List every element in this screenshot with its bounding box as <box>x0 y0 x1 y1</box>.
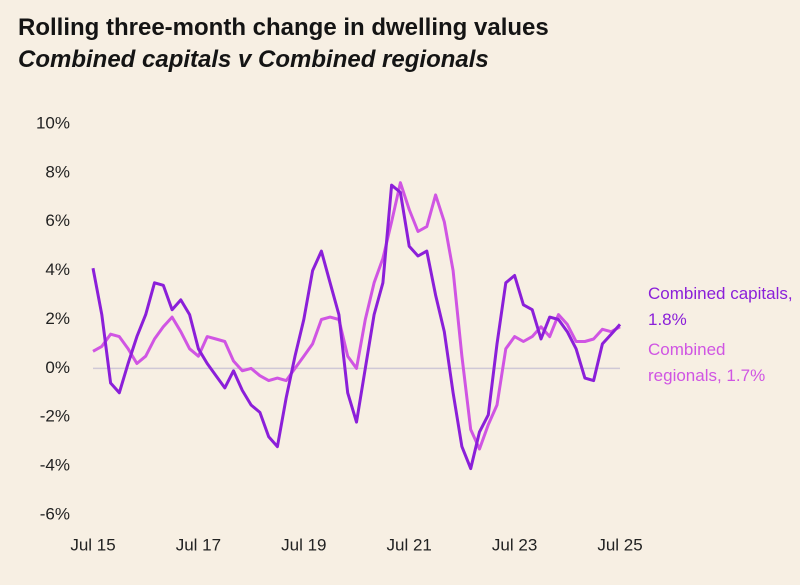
y-tick-label: 10% <box>36 113 70 132</box>
x-tick-label: Jul 15 <box>70 535 115 554</box>
y-tick-label: 4% <box>45 260 70 279</box>
y-tick-label: -2% <box>40 407 70 426</box>
series-line <box>91 183 622 471</box>
y-tick-label: 2% <box>45 309 70 328</box>
x-tick-label: Jul 17 <box>176 535 221 554</box>
legend-label: Combined capitals, 1.8% <box>648 284 793 329</box>
x-tick-label: Jul 23 <box>492 535 537 554</box>
legend-label: Combined regionals, 1.7% <box>648 340 766 385</box>
x-tick-label: Jul 25 <box>597 535 642 554</box>
y-tick-label: 8% <box>45 162 70 181</box>
x-tick-label: Jul 21 <box>387 535 432 554</box>
y-tick-label: -6% <box>40 504 70 523</box>
x-tick-label: Jul 19 <box>281 535 326 554</box>
series-line <box>92 181 621 451</box>
chart-title: Rolling three-month change in dwelling v… <box>18 14 549 41</box>
y-tick-label: 6% <box>45 211 70 230</box>
y-tick-label: 0% <box>45 358 70 377</box>
y-tick-label: -4% <box>40 456 70 475</box>
chart-subtitle: Combined capitals v Combined regionals <box>18 46 489 73</box>
